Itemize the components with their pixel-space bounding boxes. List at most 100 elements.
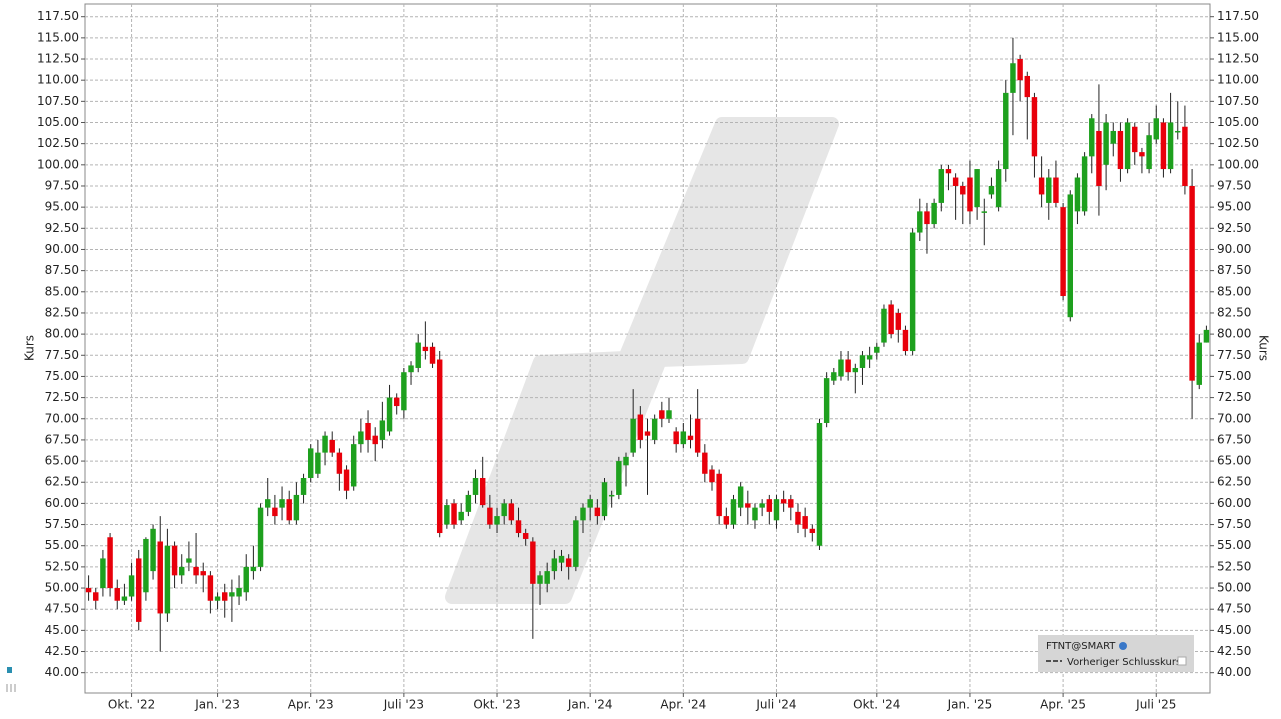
candle-body xyxy=(709,469,715,483)
candle-body xyxy=(666,410,672,419)
x-tick-label: Jan. '24 xyxy=(567,698,613,712)
candle-body xyxy=(823,378,830,423)
candle-body xyxy=(1031,97,1038,157)
legend-box xyxy=(1038,635,1194,672)
candle-body xyxy=(193,566,199,576)
candle-body xyxy=(300,478,307,495)
x-tick-label: Apr. '24 xyxy=(660,698,706,712)
y-tick-label-right: 40.00 xyxy=(1217,665,1251,679)
x-tick-label: Apr. '25 xyxy=(1040,698,1086,712)
labels: 40.00 40.00 42.50 42.50 45.00 45.00 47.50 47.50… xyxy=(37,9,1259,711)
candle-body xyxy=(909,232,916,352)
y-tick-label: 92.50 xyxy=(45,221,79,235)
candle-body xyxy=(659,410,665,419)
candle-body xyxy=(107,537,113,589)
candle-body xyxy=(945,169,952,174)
candle-body xyxy=(716,473,722,517)
candle-body xyxy=(924,211,930,225)
candle-body xyxy=(401,372,407,411)
y-tick-label: 90.00 xyxy=(45,242,79,256)
y-tick-label-right: 100.00 xyxy=(1217,157,1259,171)
y-tick-label: 117.50 xyxy=(37,9,79,23)
candle-body xyxy=(329,439,335,453)
candle-body xyxy=(1146,135,1152,170)
candle-body xyxy=(938,169,945,203)
candle-body xyxy=(917,211,923,233)
candle-body xyxy=(1132,126,1138,153)
candle-body xyxy=(458,511,464,521)
candle-body xyxy=(393,397,400,407)
candle-body xyxy=(601,482,608,517)
candle-body xyxy=(644,431,651,436)
y-tick-label-right: 110.00 xyxy=(1217,73,1259,87)
candle-body xyxy=(293,494,300,521)
candle-body xyxy=(222,592,228,601)
candle-body xyxy=(1003,92,1009,170)
candle-body xyxy=(307,448,314,479)
candle-body xyxy=(1074,177,1081,212)
y-tick-label: 72.50 xyxy=(45,390,79,404)
candle-body xyxy=(1017,59,1023,81)
candle-body xyxy=(508,503,515,521)
candle-body xyxy=(143,538,149,593)
candle-body xyxy=(472,478,479,495)
candle-body xyxy=(250,566,257,572)
candle-body xyxy=(157,541,163,614)
candle-body xyxy=(766,499,773,512)
candle-body xyxy=(737,486,744,508)
candle-body xyxy=(422,346,429,352)
candle-body xyxy=(981,211,988,213)
y-tick-label: 105.00 xyxy=(37,115,79,129)
candle-body xyxy=(1153,118,1159,140)
candle-body xyxy=(265,499,271,508)
candle-body xyxy=(236,588,242,597)
y-tick-label: 80.00 xyxy=(45,327,79,341)
candle-body xyxy=(343,469,350,491)
legend-title: FTNT@SMART xyxy=(1046,641,1116,652)
candle-body xyxy=(530,541,536,584)
y-tick-label-right: 70.00 xyxy=(1217,411,1251,425)
candle-body xyxy=(372,435,378,445)
y-tick-label: 112.50 xyxy=(37,52,79,66)
candle-body xyxy=(214,596,221,601)
y-tick-label: 45.00 xyxy=(45,623,79,637)
candle-body xyxy=(408,365,414,373)
candle-body xyxy=(1103,122,1109,165)
candle-body xyxy=(286,499,292,521)
candle-body xyxy=(1089,118,1095,157)
y-tick-label: 115.00 xyxy=(37,30,79,44)
candle-body xyxy=(544,571,550,584)
candle-body xyxy=(730,499,737,525)
candle-body xyxy=(931,202,937,225)
y-tick-label: 40.00 xyxy=(45,665,79,679)
candle-body xyxy=(895,312,902,330)
candle-body xyxy=(974,169,980,208)
y-tick-label: 75.00 xyxy=(45,369,79,383)
y-tick-label-right: 115.00 xyxy=(1217,30,1259,44)
y-tick-label: 55.00 xyxy=(45,538,79,552)
candle-body xyxy=(436,359,443,534)
candle-body xyxy=(702,452,708,474)
y-tick-label: 47.50 xyxy=(45,602,79,616)
candle-body xyxy=(845,359,851,373)
legend-checkbox[interactable] xyxy=(1177,656,1187,666)
candle-body xyxy=(1053,177,1059,203)
y-tick-label-right: 77.50 xyxy=(1217,348,1251,362)
y-tick-label-right: 105.00 xyxy=(1217,115,1259,129)
y-tick-label: 110.00 xyxy=(37,73,79,87)
y-tick-label-right: 117.50 xyxy=(1217,9,1259,23)
candle-body xyxy=(1189,185,1195,381)
y-tick-label: 57.50 xyxy=(45,517,79,531)
candle-body xyxy=(386,397,393,432)
candle-body xyxy=(673,431,679,445)
y-tick-label-right: 57.50 xyxy=(1217,517,1251,531)
y-tick-label: 85.00 xyxy=(45,284,79,298)
candle-body xyxy=(809,528,816,534)
y-tick-label-right: 112.50 xyxy=(1217,52,1259,66)
y-tick-label-right: 97.50 xyxy=(1217,178,1251,192)
candle-body xyxy=(100,558,106,589)
y-tick-label: 100.00 xyxy=(37,157,79,171)
y-tick-label-right: 50.00 xyxy=(1217,581,1251,595)
x-tick-label: Okt. '24 xyxy=(853,698,900,712)
